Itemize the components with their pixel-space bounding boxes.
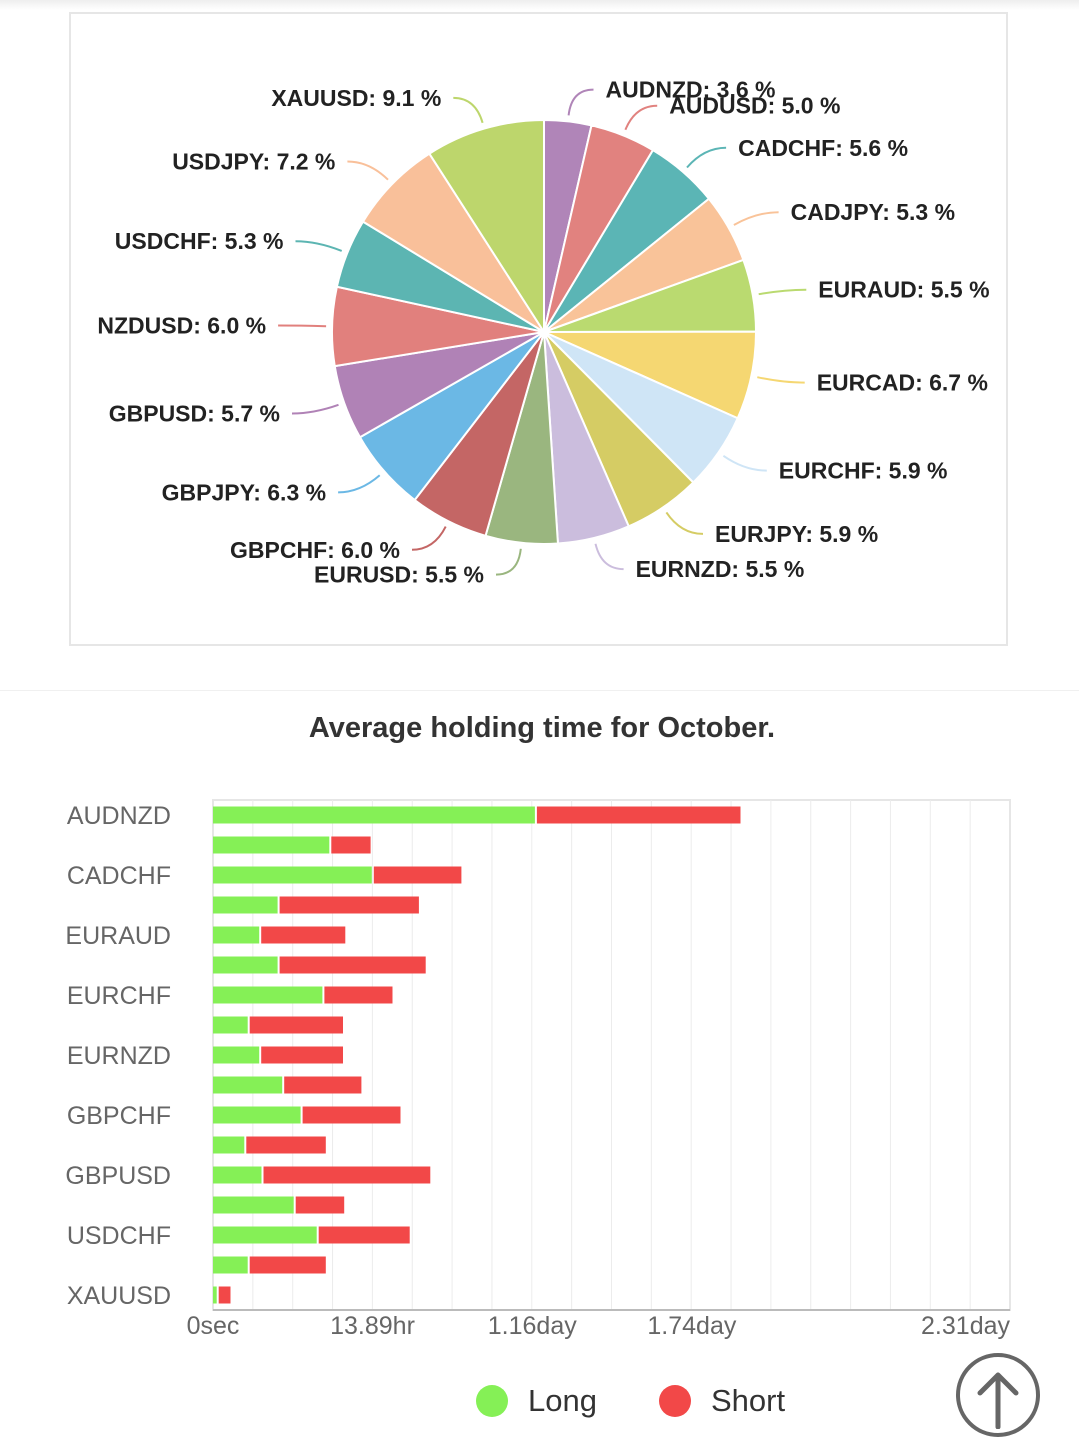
pie-label-usdjpy: USDJPY: 7.2 % bbox=[172, 149, 335, 175]
holding-time-section bbox=[0, 690, 1079, 1424]
bar-long-eurchf[interactable] bbox=[213, 986, 323, 1004]
bar-short-eurcad[interactable] bbox=[279, 956, 426, 974]
y-axis-label-xauusd: XAUUSD bbox=[67, 1282, 171, 1310]
pie-connector-audusd bbox=[624, 104, 658, 131]
pie-chart-card: AUDNZD: 3.6 % AUDUSD: 5.0 % CADCHF: 5.6 % C… bbox=[69, 12, 1008, 646]
pie-label-audusd: AUDUSD: 5.0 % bbox=[669, 93, 840, 119]
bar-long-gbpchf[interactable] bbox=[213, 1106, 301, 1124]
bar-long-gbpjpy[interactable] bbox=[213, 1136, 245, 1154]
y-axis-label-gbpusd: GBPUSD bbox=[65, 1162, 171, 1190]
x-tick-label: 0sec bbox=[187, 1312, 240, 1340]
bar-long-euraud[interactable] bbox=[213, 926, 260, 944]
pie-label-cadchf: CADCHF: 5.6 % bbox=[738, 135, 908, 161]
y-axis-label-eurnzd: EURNZD bbox=[67, 1042, 171, 1070]
bar-short-eurnzd[interactable] bbox=[261, 1046, 343, 1064]
legend-long-label: Long bbox=[528, 1383, 597, 1418]
bar-short-gbpusd[interactable] bbox=[263, 1166, 431, 1184]
legend-item-short[interactable]: Short bbox=[659, 1378, 785, 1424]
pie-label-audnzd: AUDNZD: 3.6 % bbox=[606, 77, 776, 103]
bar-short-usdchf[interactable] bbox=[318, 1226, 410, 1244]
pie-connector-eurusd bbox=[495, 548, 522, 576]
bar-short-audnzd[interactable] bbox=[536, 806, 741, 824]
y-axis-label-usdchf: USDCHF bbox=[67, 1222, 171, 1250]
pie-connector-gbpchf bbox=[411, 526, 447, 551]
x-tick-label: 1.74day bbox=[647, 1312, 736, 1340]
y-axis-label-cadchf: CADCHF bbox=[67, 862, 171, 890]
pie-label-eurchf: EURCHF: 5.9 % bbox=[779, 458, 948, 484]
pie-label-usdchf: USDCHF: 5.3 % bbox=[115, 228, 284, 254]
pie-connector-eurjpy bbox=[665, 511, 704, 535]
pie-connector-eurnzd bbox=[594, 543, 624, 571]
pie-connector-usdjpy bbox=[347, 160, 389, 181]
bar-long-eurnzd[interactable] bbox=[213, 1046, 260, 1064]
pie-label-eurjpy: EURJPY: 5.9 % bbox=[715, 521, 878, 547]
bar-long-eurjpy[interactable] bbox=[213, 1016, 248, 1034]
pie-label-eurnzd: EURNZD: 5.5 % bbox=[636, 556, 805, 582]
bar-long-cadjpy[interactable] bbox=[213, 896, 278, 914]
bar-short-xauusd[interactable] bbox=[218, 1286, 231, 1304]
pie-label-gbpusd: GBPUSD: 5.7 % bbox=[109, 401, 280, 427]
pie-connector-cadjpy bbox=[733, 211, 779, 226]
bar-long-audusd[interactable] bbox=[213, 836, 330, 854]
bar-short-nzdusd[interactable] bbox=[295, 1196, 345, 1214]
pie-connector-audnzd bbox=[567, 88, 594, 116]
bar-long-usdjpy[interactable] bbox=[213, 1256, 248, 1274]
y-axis-label-eurchf: EURCHF bbox=[67, 982, 171, 1010]
bar-long-nzdusd[interactable] bbox=[213, 1196, 294, 1214]
legend-long-marker bbox=[476, 1385, 508, 1417]
pie-connector-nzdusd bbox=[278, 324, 327, 328]
x-tick-label: 1.16day bbox=[488, 1312, 577, 1340]
y-axis-label-euraud: EURAUD bbox=[65, 922, 171, 950]
y-axis-label-audnzd: AUDNZD bbox=[67, 802, 171, 830]
bar-long-cadchf[interactable] bbox=[213, 866, 372, 884]
pie-connector-xauusd bbox=[453, 96, 484, 124]
pie-label-xauusd: XAUUSD: 9.1 % bbox=[271, 85, 441, 111]
pie-chart: AUDNZD: 3.6 %AUDUSD: 5.0 % CADCHF: 5.6 % C… bbox=[97, 77, 989, 588]
pie-label-cadjpy: CADJPY: 5.3 % bbox=[791, 199, 955, 225]
pie-connector-eurcad bbox=[757, 376, 805, 384]
pie-connector-gbpjpy bbox=[338, 474, 381, 494]
pie-slice-xauusd[interactable] bbox=[427, 118, 545, 336]
scroll-to-top-button[interactable] bbox=[956, 1353, 1040, 1437]
bar-short-audusd[interactable] bbox=[331, 836, 371, 854]
pie-label-gbpchf: GBPCHF: 6.0 % bbox=[230, 537, 400, 563]
top-edge-shadow bbox=[0, 0, 1079, 10]
pie-connector-cadchf bbox=[686, 146, 727, 169]
bar-long-usdchf[interactable] bbox=[213, 1226, 317, 1244]
arrow-up-icon bbox=[977, 1372, 1019, 1429]
bar-long-eurcad[interactable] bbox=[213, 956, 278, 974]
legend-short-label: Short bbox=[711, 1383, 786, 1418]
pie-connector-euraud bbox=[758, 288, 807, 296]
bar-short-cadjpy[interactable] bbox=[279, 896, 419, 914]
x-tick-label: 2.31day bbox=[921, 1312, 1010, 1340]
bar-long-eurusd[interactable] bbox=[213, 1076, 283, 1094]
bar-short-eurchf[interactable] bbox=[324, 986, 393, 1004]
bar-short-eurusd[interactable] bbox=[284, 1076, 362, 1094]
pie-connector-eurchf bbox=[722, 454, 767, 472]
pie-label-euraud: EURAUD: 5.5 % bbox=[818, 277, 989, 303]
bar-short-usdjpy[interactable] bbox=[249, 1256, 326, 1274]
legend-item-long[interactable]: Long bbox=[476, 1378, 597, 1424]
pie-connector-gbpusd bbox=[291, 403, 339, 415]
bar-short-euraud[interactable] bbox=[261, 926, 346, 944]
y-axis-label-gbpchf: GBPCHF bbox=[67, 1102, 171, 1130]
pie-label-gbpjpy: GBPJPY: 6.3 % bbox=[162, 479, 326, 505]
pie-connector-usdchf bbox=[295, 240, 343, 252]
bar-short-eurjpy[interactable] bbox=[249, 1016, 343, 1034]
bar-short-gbpchf[interactable] bbox=[302, 1106, 401, 1124]
bar-long-xauusd[interactable] bbox=[213, 1286, 217, 1304]
bar-short-cadchf[interactable] bbox=[373, 866, 462, 884]
pie-label-eurusd: EURUSD: 5.5 % bbox=[314, 562, 484, 588]
legend-short-marker bbox=[659, 1385, 691, 1417]
pie-label-eurcad: EURCAD: 6.7 % bbox=[817, 370, 988, 396]
bar-short-gbpjpy[interactable] bbox=[246, 1136, 326, 1154]
bar-long-audnzd[interactable] bbox=[213, 806, 535, 824]
x-tick-label: 13.89hr bbox=[330, 1312, 415, 1340]
pie-label-nzdusd: NZDUSD: 6.0 % bbox=[97, 313, 266, 339]
bar-long-gbpusd[interactable] bbox=[213, 1166, 262, 1184]
bar-chart-title: Average holding time for October. bbox=[308, 712, 776, 744]
